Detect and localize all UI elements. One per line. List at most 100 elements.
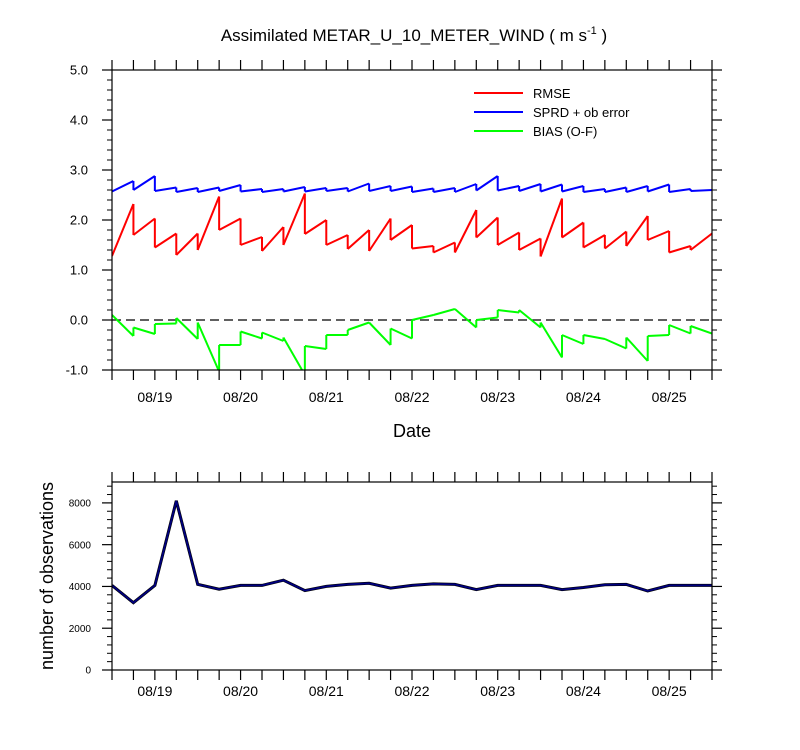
sprd-ob-error-segment-2: [154, 186, 177, 192]
sprd-ob-error-segment-18: [497, 185, 520, 192]
rmse-segment-24: [625, 215, 649, 247]
bias-o-f-segment-20: [539, 321, 563, 359]
sprd-ob-error-segment-4: [197, 186, 220, 193]
bias-o-f-segment-13: [390, 327, 413, 340]
sprd-ob-error-segment-0: [112, 180, 134, 193]
bias-o-f-segment-27: [690, 325, 712, 335]
x-tick-label: 08/21: [309, 389, 344, 405]
x-tick-label: 08/20: [223, 683, 258, 699]
rmse-segment-21: [561, 221, 584, 239]
x-tick-label: 08/19: [137, 389, 172, 405]
sprd-ob-error-segment-12: [368, 185, 391, 192]
chart-title-end: ): [597, 26, 607, 45]
sprd-ob-error-segment-21: [561, 185, 584, 193]
x-tick-label: 08/23: [480, 389, 515, 405]
rmse-segment-11: [347, 229, 370, 250]
bias-o-f-segment-14: [411, 314, 434, 321]
rmse-segment-2: [154, 232, 177, 249]
rmse-segment-9: [304, 219, 327, 235]
sprd-ob-error-segment-26: [668, 188, 691, 193]
top-legend: RMSE SPRD + ob error BIAS (O-F): [474, 86, 630, 139]
top-y-tick-labels: -1.0 0.0 1.0 2.0 3.0 4.0 5.0: [66, 63, 88, 378]
y-tick-label: 6000: [69, 540, 92, 551]
bias-o-f-segment-9: [304, 345, 327, 350]
chart-title: Assimilated METAR_U_10_METER_WIND ( m s-…: [221, 25, 607, 45]
sprd-ob-error-segment-8: [283, 186, 306, 193]
y-tick-label: 1.0: [70, 263, 88, 278]
series-bias-o-f: [112, 308, 712, 370]
bias-o-f-segment-12: [368, 321, 392, 346]
bias-o-f-segment-18: [497, 309, 520, 314]
sprd-ob-error-segment-7: [261, 188, 284, 193]
bottom-y-tick-labels: 0 2000 4000 6000 8000: [69, 498, 92, 676]
bias-o-f-segment-11: [347, 321, 370, 331]
bias-o-f-segment-8: [282, 337, 304, 370]
legend-label-bias-o-f: BIAS (O-F): [533, 124, 597, 139]
bottom-y-axis-label: number of observations: [37, 482, 57, 670]
sprd-ob-error-segment-9: [304, 187, 327, 193]
rmse-segment-23: [604, 230, 627, 250]
sprd-ob-error-segment-20: [540, 183, 563, 193]
rmse-segment-10: [325, 234, 349, 246]
x-tick-label: 08/22: [394, 389, 429, 405]
rmse-segment-3: [175, 232, 199, 256]
sprd-ob-error-segment-25: [647, 183, 670, 193]
bias-o-f-segment-25: [647, 334, 670, 337]
sprd-ob-error-segment-22: [583, 188, 606, 193]
top-plot-frame: [111, 69, 713, 371]
sprd-ob-error-segment-16: [454, 183, 477, 193]
rmse-segment-16: [454, 209, 478, 253]
rmse-segment-26: [668, 245, 691, 254]
y-tick-label: 8000: [69, 498, 92, 509]
y-tick-label: 3.0: [70, 163, 88, 178]
rmse-segment-22: [582, 234, 606, 249]
rmse-segment-7: [261, 226, 285, 252]
rmse-segment-4: [196, 196, 221, 251]
sprd-ob-error-segment-24: [626, 185, 648, 193]
top-ticks: [102, 60, 722, 380]
rmse-segment-25: [647, 230, 670, 241]
bias-o-f-segment-16: [454, 308, 477, 329]
y-tick-label: 2.0: [70, 213, 88, 228]
x-tick-label: 08/24: [566, 683, 601, 699]
bias-o-f-segment-21: [561, 334, 584, 345]
rmse-segment-14: [411, 245, 434, 250]
y-tick-label: -1.0: [66, 363, 88, 378]
top-x-axis-label: Date: [393, 421, 431, 441]
sprd-ob-error-segment-27: [690, 189, 712, 192]
y-tick-label: 0.0: [70, 313, 88, 328]
rmse-segment-6: [240, 236, 263, 246]
bias-o-f-segment-26: [668, 324, 691, 335]
x-tick-label: 08/25: [652, 683, 687, 699]
sprd-ob-error-segment-3: [176, 187, 198, 193]
y-tick-label: 2000: [69, 624, 92, 635]
observations-line: [112, 500, 712, 604]
legend-label-sprd-ob-error: SPRD + ob error: [533, 105, 630, 120]
rmse-segment-1: [132, 217, 156, 236]
bottom-x-tick-labels: 08/19 08/20 08/21 08/22 08/23 08/24 08/25: [137, 683, 687, 699]
bias-o-f-segment-0: [112, 314, 135, 337]
bias-o-f-segment-1: [133, 326, 156, 335]
sprd-ob-error-segment-5: [218, 184, 241, 192]
sprd-ob-error-segment-15: [433, 187, 456, 193]
rmse-segment-27: [689, 232, 712, 251]
bias-o-f-segment-3: [175, 317, 199, 340]
series-rmse: [112, 193, 712, 257]
bias-o-f-segment-24: [625, 336, 649, 362]
y-tick-label: 5.0: [70, 63, 88, 78]
sprd-ob-error-segment-17: [475, 175, 499, 192]
top-x-tick-labels: 08/19 08/20 08/21 08/22 08/23 08/24 08/25: [137, 389, 687, 405]
sprd-ob-error-segment-23: [604, 186, 627, 193]
rmse-segment-17: [475, 216, 499, 239]
rmse-segment-13: [390, 224, 413, 241]
top-chart: Assimilated METAR_U_10_METER_WIND ( m s-…: [66, 25, 722, 441]
sprd-ob-error-segment-14: [411, 187, 434, 193]
bias-o-f-segment-17: [476, 316, 498, 321]
sprd-ob-error-segment-1: [132, 175, 156, 191]
bottom-plot-frame: [111, 481, 713, 671]
bottom-series-group: [112, 500, 712, 605]
y-tick-label: 4.0: [70, 113, 88, 128]
sprd-ob-error-segment-11: [347, 182, 370, 193]
x-tick-label: 08/24: [566, 389, 601, 405]
